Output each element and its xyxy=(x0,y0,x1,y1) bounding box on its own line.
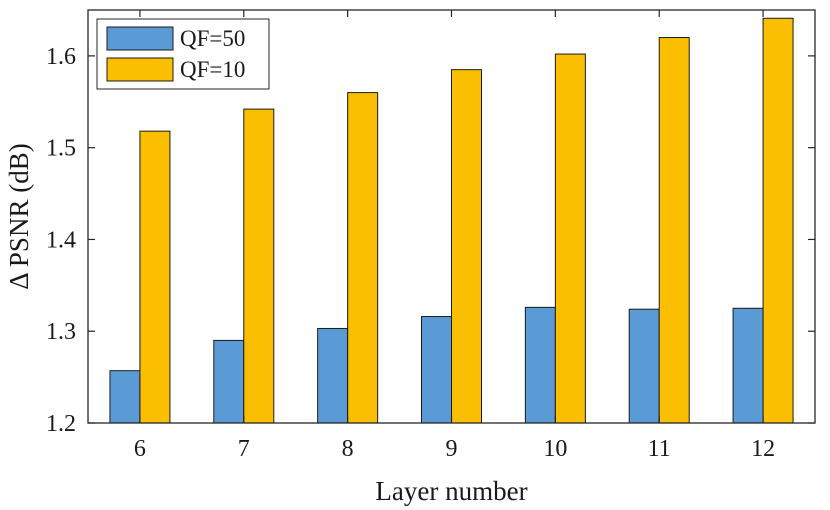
y-tick-label: 1.6 xyxy=(46,44,76,70)
bar-qf10-layer-10 xyxy=(554,53,586,424)
bar-qf10-layer-9 xyxy=(451,69,482,424)
bar-qf50-layer-11 xyxy=(628,308,660,424)
bar-qf10-layer-12 xyxy=(762,17,794,424)
bars-layer xyxy=(109,17,794,424)
bar-qf50-layer-8 xyxy=(317,327,349,424)
bar-qf50-layer-12 xyxy=(732,307,764,424)
legend-swatch-qf50 xyxy=(106,26,174,51)
legend-label-qf50: QF=50 xyxy=(180,26,245,51)
bar-qf10-layer-6 xyxy=(139,130,171,424)
legend: QF=50 QF=10 xyxy=(96,18,270,90)
legend-swatch-qf10 xyxy=(106,57,174,82)
bar-qf10-layer-7 xyxy=(243,108,275,424)
x-tick-label: 7 xyxy=(238,436,250,462)
x-axis: 6 7 8 9 10 11 12 xyxy=(134,10,775,462)
bar-qf50-layer-7 xyxy=(213,339,245,424)
y-axis: 1.2 1.3 1.4 1.5 1.6 xyxy=(46,44,815,437)
x-axis-label: Layer number xyxy=(375,476,527,506)
bar-qf50-layer-10 xyxy=(524,306,556,424)
x-tick-label: 9 xyxy=(446,436,458,462)
x-tick-label: 12 xyxy=(751,436,775,462)
bar-qf50-layer-6 xyxy=(109,370,141,424)
y-tick-label: 1.5 xyxy=(46,136,76,162)
y-tick-label: 1.2 xyxy=(46,411,76,437)
bar-qf10-layer-11 xyxy=(658,37,690,424)
x-tick-label: 8 xyxy=(342,436,354,462)
x-tick-label: 11 xyxy=(648,436,671,462)
bar-qf10-layer-8 xyxy=(347,92,379,424)
bar-qf50-layer-9 xyxy=(421,316,452,424)
y-tick-label: 1.3 xyxy=(46,319,76,345)
y-axis-label: Δ PSNR (dB) xyxy=(4,143,34,289)
y-tick-label: 1.4 xyxy=(46,227,76,253)
x-tick-label: 6 xyxy=(134,436,146,462)
legend-label-qf10: QF=10 xyxy=(180,57,245,82)
x-tick-label: 10 xyxy=(543,436,567,462)
